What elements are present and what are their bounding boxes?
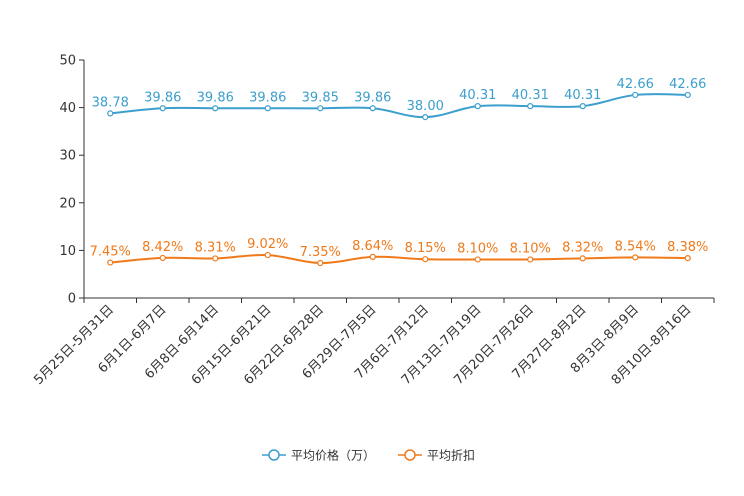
data-label: 8.10% (510, 241, 551, 256)
data-point (212, 105, 219, 112)
data-point (474, 103, 481, 110)
data-label: 8.32% (562, 240, 603, 255)
data-label: 39.85 (302, 90, 339, 105)
data-label: 42.66 (669, 77, 706, 92)
data-point (107, 110, 114, 117)
data-label: 39.86 (197, 90, 234, 105)
legend-marker-icon (404, 449, 416, 461)
data-label: 42.66 (617, 77, 654, 92)
legend[interactable]: 平均价格（万） 平均折扣 (262, 448, 475, 463)
data-point (369, 253, 376, 260)
series-line (110, 253, 688, 265)
data-point (422, 256, 429, 263)
series-line (110, 93, 688, 119)
data-label: 8.64% (352, 239, 393, 254)
data-point (212, 255, 219, 262)
y-tick-label: 50 (59, 54, 76, 69)
data-point (159, 254, 166, 262)
data-label: 8.38% (667, 240, 708, 255)
series-1: 7.45% 8.42% 8.31% 9.02% 7.35% 8.64% 8.15% 8.10%… (90, 237, 708, 267)
y-tick-label: 20 (59, 196, 76, 211)
y-tick-label: 0 (68, 292, 76, 307)
legend-marker-icon (268, 449, 280, 461)
y-tick-label: 40 (59, 101, 76, 116)
data-label: 40.31 (512, 88, 549, 103)
data-label: 8.10% (457, 241, 498, 256)
data-label: 8.54% (615, 239, 656, 254)
data-label: 38.78 (92, 95, 129, 110)
data-label: 40.31 (459, 88, 496, 103)
data-point (107, 259, 114, 266)
data-label: 8.31% (195, 240, 236, 255)
data-label: 8.42% (142, 240, 183, 255)
data-label: 9.02% (247, 237, 288, 252)
data-point (264, 105, 271, 112)
data-label: 39.86 (249, 90, 286, 105)
data-label: 40.31 (564, 88, 601, 103)
data-point (684, 255, 691, 262)
data-point (527, 256, 534, 263)
data-label: 39.86 (354, 90, 391, 105)
data-point (579, 255, 586, 262)
data-point (317, 259, 324, 267)
data-label: 38.00 (407, 99, 444, 114)
y-axis: 0 10 20 30 40 50 (59, 54, 85, 307)
data-point (527, 103, 534, 110)
legend-label: 平均价格（万） (291, 448, 375, 463)
data-point (317, 105, 324, 112)
legend-item-0[interactable]: 平均价格（万） (262, 448, 375, 463)
y-tick-label: 30 (59, 149, 76, 164)
data-point (474, 256, 481, 263)
data-label: 7.45% (90, 245, 131, 260)
data-point (579, 103, 586, 110)
data-point (159, 105, 166, 112)
series-layer: 38.78 39.86 39.86 39.86 39.85 39.86 38.00 40.31… (90, 77, 708, 267)
data-point (422, 114, 429, 121)
data-point (369, 105, 376, 112)
data-point (684, 91, 691, 99)
data-label: 39.86 (144, 90, 181, 105)
data-label: 7.35% (300, 245, 341, 260)
y-tick-label: 10 (59, 244, 76, 259)
data-point (632, 91, 639, 99)
legend-label: 平均折扣 (427, 448, 475, 463)
legend-item-1[interactable]: 平均折扣 (398, 448, 475, 463)
data-point (264, 251, 271, 259)
series-0: 38.78 39.86 39.86 39.86 39.85 39.86 38.00 40.31… (92, 77, 706, 121)
data-label: 8.15% (405, 241, 446, 256)
data-point (632, 254, 639, 261)
x-axis: 5月25日-5月31日6月1日-6月7日6月8日-6月14日6月15日-6月21… (31, 297, 715, 388)
